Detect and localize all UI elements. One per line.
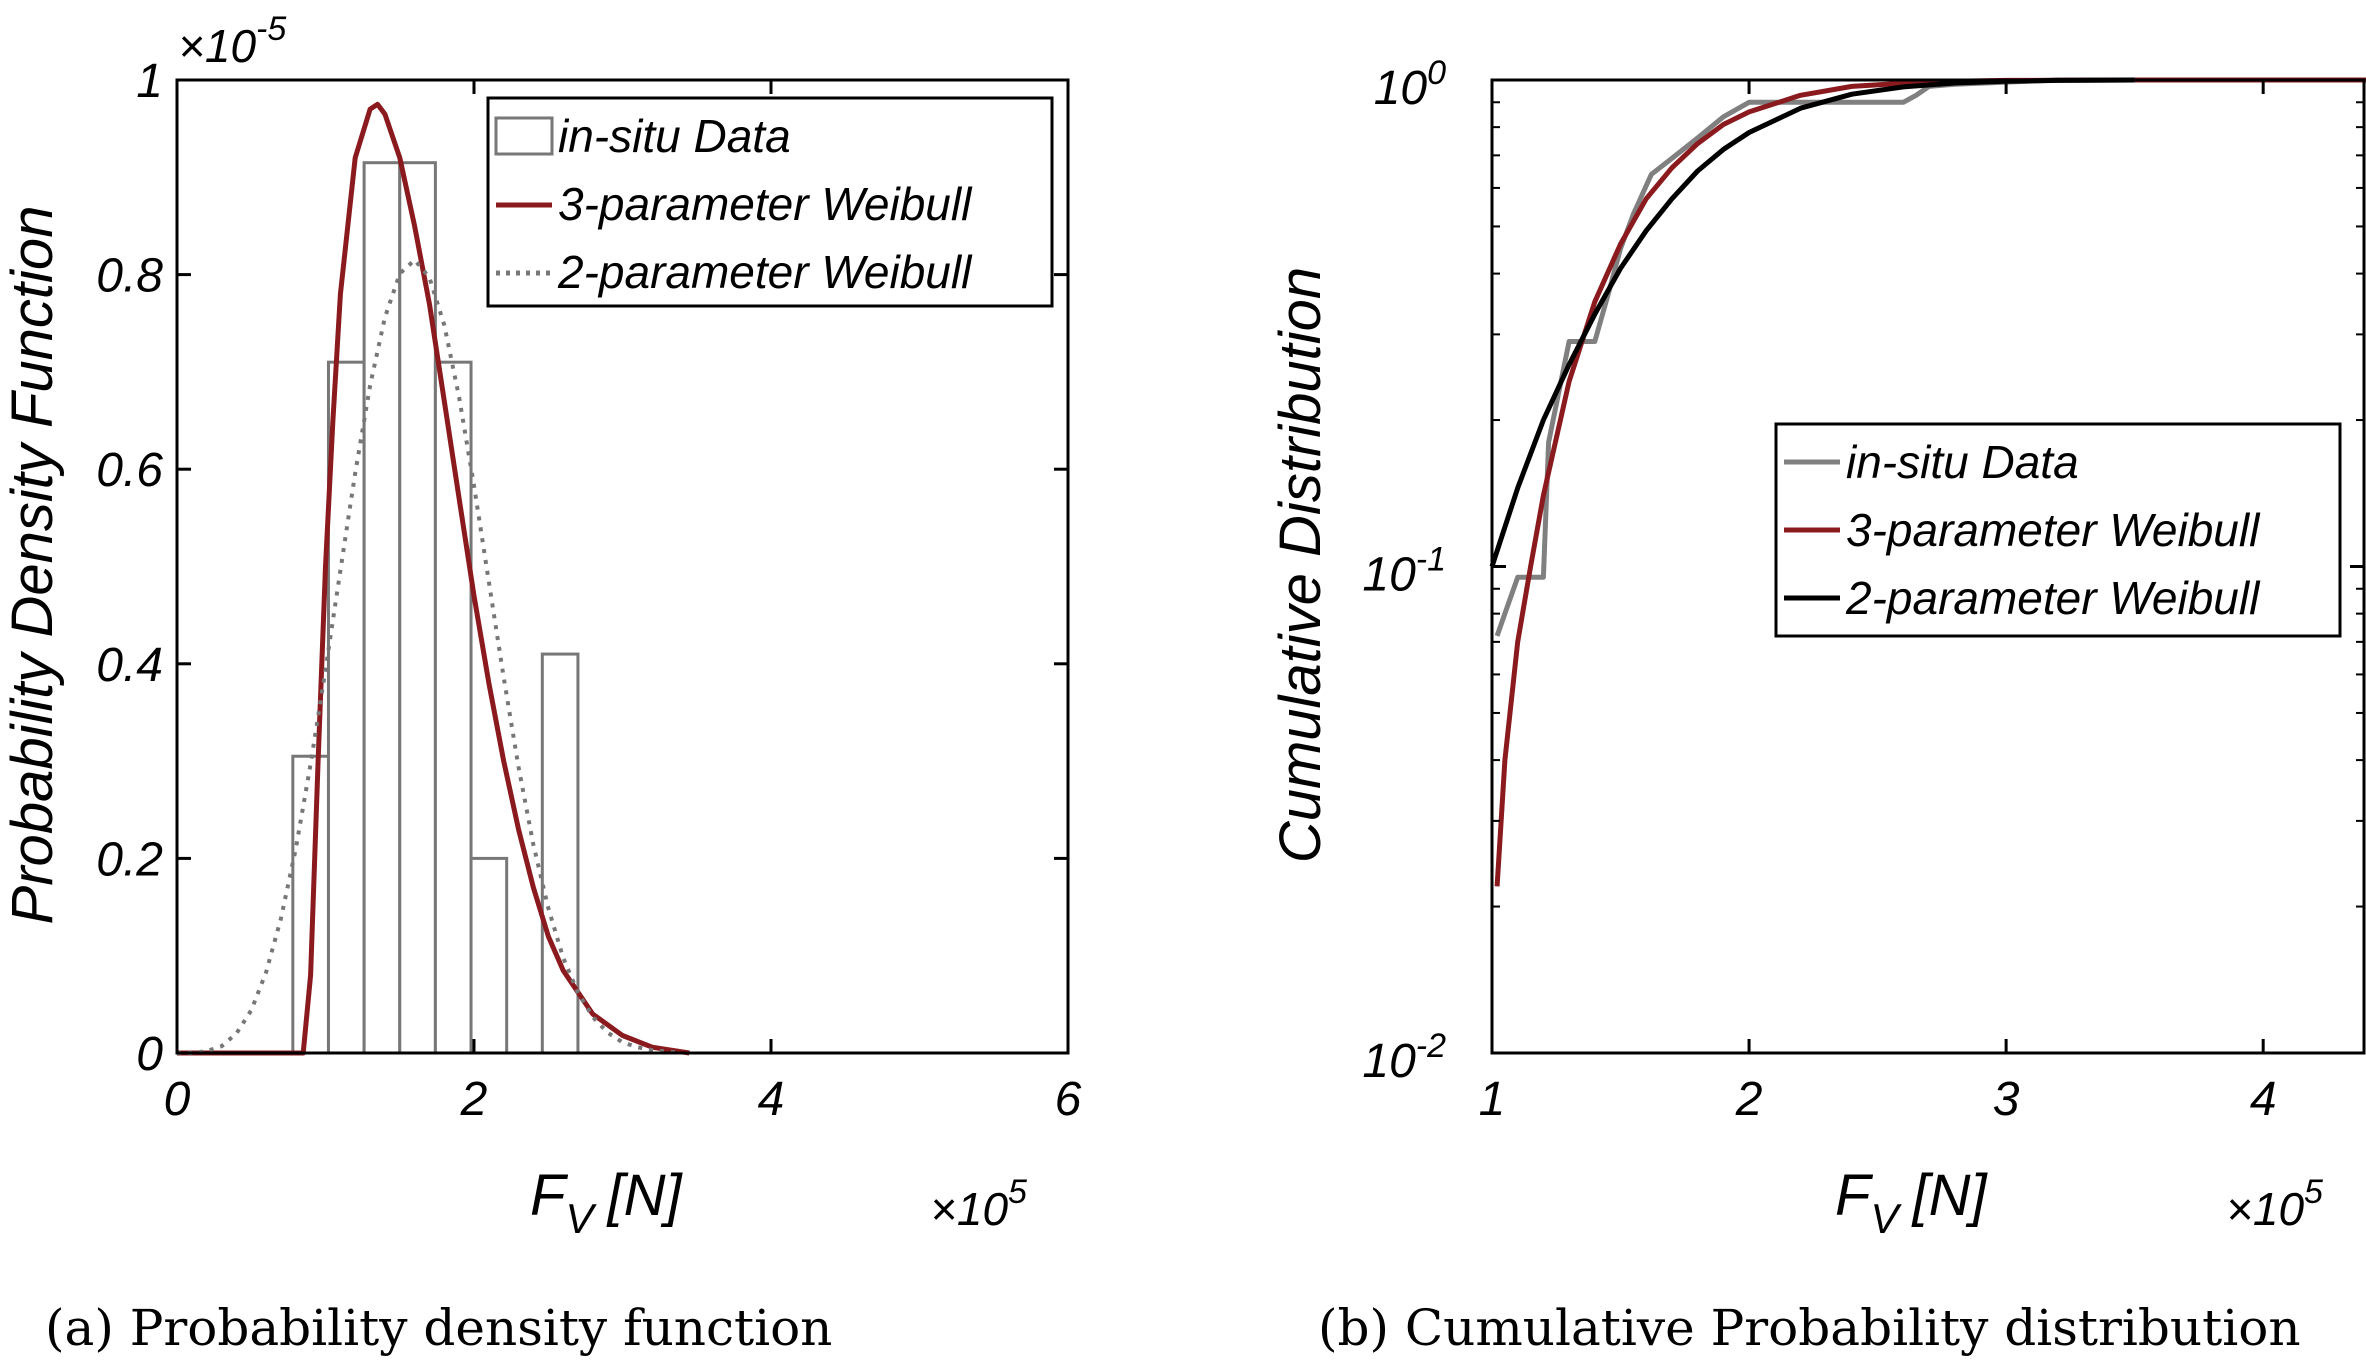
a-legend-box [486, 96, 1054, 308]
b-legend-label-weibull3: 3-parameter Weibull [1846, 504, 2261, 556]
a-y-axis-label: Probability Density Function [0, 206, 65, 925]
a-legend: in-situ Data 3-parameter Weibull 2-param… [486, 96, 1054, 308]
a-legend-label-insitu: in-situ Data [558, 110, 791, 162]
a-x-tick-label: 2 [460, 1073, 488, 1126]
b-x-tick-label: 1 [1479, 1073, 1506, 1126]
a-x-axis-label: FV [N] [530, 1163, 683, 1242]
a-caption: (a) Probability density function [45, 1299, 832, 1357]
b-x-tick-label: 3 [1993, 1073, 2020, 1126]
a-legend-label-weibull3: 3-parameter Weibull [558, 178, 973, 230]
a-y-tick-label: 0.8 [96, 250, 163, 303]
b-x-multiplier: ×105 [2226, 1173, 2323, 1235]
a-x-tick-label: 6 [1055, 1073, 1082, 1126]
b-curve-weibull2 [1489, 77, 2135, 568]
b-legend-label-weibull2: 2-parameter Weibull [1845, 572, 2261, 624]
b-caption: (b) Cumulative Probability distribution [1318, 1299, 2301, 1357]
b-legend: in-situ Data 3-parameter Weibull 2-param… [1774, 422, 2342, 638]
a-x-multiplier: ×105 [930, 1173, 1027, 1235]
a-hist-bar-7 [540, 652, 580, 1055]
b-y-tick-label: 10-1 [1362, 541, 1446, 602]
b-y-axis-label: Cumulative Distribution [1268, 267, 1333, 863]
b-x-tick-label: 2 [1735, 1073, 1763, 1126]
b-y-tick-label: 10-2 [1362, 1027, 1446, 1088]
a-y-multiplier: ×10-5 [178, 10, 286, 72]
a-hist-bar-1 [326, 360, 366, 1055]
a-y-tick-label: 0 [136, 1028, 163, 1081]
a-x-tick-label: 0 [164, 1073, 191, 1126]
a-hist-bar-2 [362, 161, 402, 1055]
a-y-tick-label: 0.4 [96, 639, 163, 692]
a-ticks: 0 2 4 6 0 0.2 0.4 0.6 0.8 1 [96, 55, 1081, 1126]
a-y-tick-label: 0.6 [96, 444, 163, 497]
a-legend-label-weibull2: 2-parameter Weibull [557, 246, 973, 298]
a-y-tick-label: 1 [136, 55, 163, 108]
a-legend-swatch-insitu [494, 116, 554, 156]
a-y-tick-label: 0.2 [96, 833, 163, 886]
b-plot-frame [1490, 78, 2366, 1055]
panel-a-pdf-chart: 0 2 4 6 0 0.2 0.4 0.6 0.8 1 ×10-5 Probability Den… [0, 10, 1082, 1357]
a-curve-weibull2 [177, 258, 683, 1055]
b-legend-label-insitu: in-situ Data [1846, 436, 2079, 488]
a-x-tick-label: 4 [758, 1073, 785, 1126]
a-hist-bar-5 [469, 856, 509, 1055]
a-curve-weibull3 [177, 101, 690, 1056]
a-plot-frame [175, 78, 1070, 1055]
b-x-axis-label: FV [N] [1835, 1163, 1988, 1242]
b-y-tick-label: 100 [1374, 54, 1446, 115]
b-legend-box [1774, 422, 2342, 638]
a-curves [177, 101, 690, 1056]
b-x-tick-label: 4 [2250, 1073, 2277, 1126]
